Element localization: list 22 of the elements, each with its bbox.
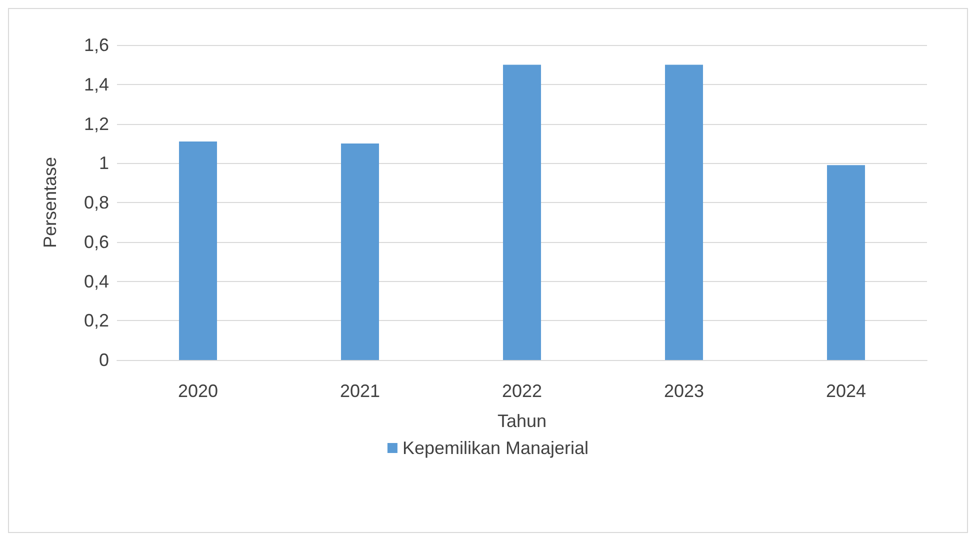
y-tick-label: 1 bbox=[98, 153, 109, 174]
bar bbox=[179, 141, 217, 360]
bar bbox=[341, 143, 379, 360]
y-tick-label: 0,2 bbox=[84, 310, 109, 331]
y-tick-label: 1,2 bbox=[84, 114, 109, 134]
x-tick-label: 2024 bbox=[826, 381, 866, 401]
y-tick-label: 1,6 bbox=[84, 35, 109, 55]
x-tick-label: 2020 bbox=[178, 381, 218, 401]
bar bbox=[503, 64, 541, 360]
y-tick-label: 0,4 bbox=[84, 271, 109, 292]
y-tick-label: 0 bbox=[98, 350, 109, 370]
x-tick-label: 2022 bbox=[502, 381, 542, 401]
y-tick-label: 1,4 bbox=[84, 74, 109, 94]
y-tick-label: 0,6 bbox=[84, 232, 109, 252]
y-tick-label: 0,8 bbox=[84, 192, 109, 212]
legend-label: Kepemilikan Manajerial bbox=[402, 438, 589, 458]
x-axis-title: Tahun bbox=[497, 411, 547, 431]
y-axis-title: Persentase bbox=[40, 156, 60, 248]
bar bbox=[827, 165, 865, 360]
x-tick-label: 2021 bbox=[340, 381, 380, 401]
x-tick-label: 2023 bbox=[664, 381, 704, 401]
bar bbox=[665, 64, 703, 360]
